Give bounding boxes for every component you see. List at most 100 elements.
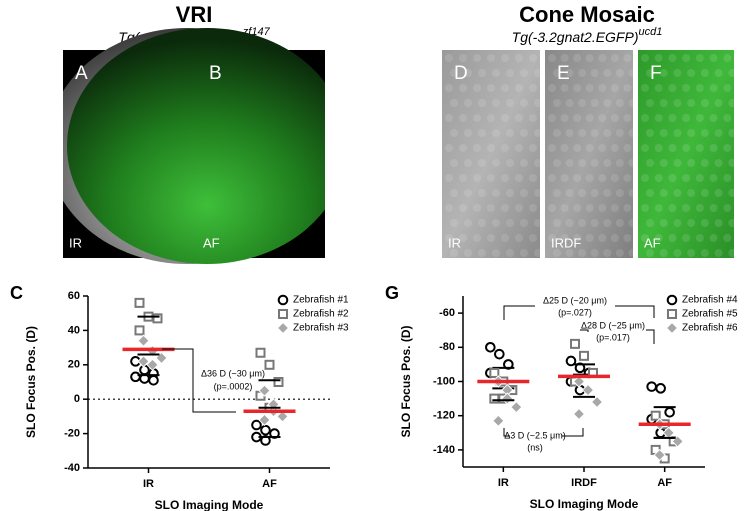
y-axis-title: SLO Focus Pos. (D) (24, 326, 38, 438)
cone-texture (695, 174, 704, 182)
legend-marker (665, 321, 679, 335)
cone-texture (641, 54, 649, 62)
cone-texture (553, 249, 561, 257)
cone-texture (515, 204, 523, 212)
x-tick-label: AF (657, 477, 672, 489)
bracket (503, 305, 655, 320)
cone-texture (487, 234, 495, 242)
panel-title: Cone Mosaic (519, 2, 655, 27)
cone-texture (515, 174, 523, 182)
cone-texture (585, 114, 594, 122)
cone-texture (598, 114, 607, 122)
cone-texture (473, 54, 481, 62)
y-axis-title: SLO Focus Pos. (D) (399, 325, 413, 437)
point (581, 383, 595, 397)
x-tick-label: AF (262, 478, 277, 490)
cone-texture (728, 189, 737, 197)
cone-texture (714, 249, 723, 257)
legend-label: Zebrafish #3 (293, 323, 349, 334)
cone-texture (492, 159, 500, 167)
cone-texture (659, 219, 668, 227)
cone-texture (590, 69, 599, 77)
cone-texture (598, 234, 607, 242)
cone-texture (506, 159, 514, 167)
cone-texture (548, 114, 556, 122)
cone-texture (560, 54, 569, 62)
cone-texture (714, 189, 723, 197)
point (494, 348, 505, 360)
cone-texture (585, 174, 594, 182)
cone-texture (700, 249, 709, 257)
cone-texture (573, 54, 582, 62)
panel-letter: C (10, 283, 23, 303)
point (501, 392, 514, 405)
cone-texture (560, 204, 569, 212)
cone-texture (615, 99, 624, 107)
cone-texture (515, 144, 523, 152)
cone-texture (553, 99, 561, 107)
cone-texture (641, 204, 649, 212)
cone-texture (487, 114, 495, 122)
image-mask (325, 50, 465, 258)
cone-texture (610, 54, 619, 62)
cone-texture (520, 219, 528, 227)
y-tick-label: 40 (68, 324, 80, 336)
bracket (162, 348, 236, 413)
cone-texture (615, 189, 624, 197)
cone-texture (673, 249, 682, 257)
panel-letter: G (385, 283, 399, 303)
x-axis-title: SLO Imaging Mode (155, 498, 264, 511)
cone-texture (700, 219, 709, 227)
cone-texture (628, 189, 637, 197)
cone-texture (553, 69, 561, 77)
cone-texture (492, 219, 500, 227)
cone-texture (578, 159, 587, 167)
cone-texture (445, 204, 453, 212)
cone-texture (565, 249, 574, 257)
point (664, 406, 675, 418)
x-axis-title: SLO Imaging Mode (530, 497, 639, 511)
cone-texture (603, 129, 612, 137)
cone-texture (459, 84, 467, 92)
legend-marker (667, 309, 677, 319)
cone-texture (450, 99, 458, 107)
cone-texture (534, 159, 542, 167)
cone-texture (529, 114, 537, 122)
cone-texture (520, 189, 528, 197)
cone-texture (473, 174, 481, 182)
cone-texture (603, 219, 612, 227)
cone-texture (573, 204, 582, 212)
fundus-image (67, 28, 347, 264)
cone-texture (641, 144, 649, 152)
cone-texture (654, 174, 663, 182)
cone-texture (506, 69, 514, 77)
cone-texture (492, 129, 500, 137)
cone-texture (585, 204, 594, 212)
cone-texture (723, 114, 732, 122)
cone-texture (654, 234, 663, 242)
cone-texture (464, 249, 472, 257)
cone-texture (560, 234, 569, 242)
x-tick-label: IRDF (571, 477, 597, 489)
cone-texture (623, 54, 632, 62)
cone-texture (534, 219, 542, 227)
cone-texture (659, 189, 668, 197)
cone-texture (628, 219, 637, 227)
cone-texture (598, 84, 607, 92)
cone-texture (728, 129, 737, 137)
cone-texture (520, 159, 528, 167)
point (134, 297, 145, 308)
image-mode: IR (448, 235, 461, 250)
cone-texture (529, 174, 537, 182)
cone-texture (578, 249, 587, 257)
cone-texture (529, 84, 537, 92)
cone-texture (687, 69, 696, 77)
cone-texture (450, 69, 458, 77)
y-tick-label: -40 (64, 462, 80, 474)
cone-texture (610, 114, 619, 122)
cone-texture (615, 69, 624, 77)
legend-marker (666, 294, 678, 306)
cone-texture (714, 159, 723, 167)
cone-texture (585, 234, 594, 242)
cone-texture (700, 69, 709, 77)
